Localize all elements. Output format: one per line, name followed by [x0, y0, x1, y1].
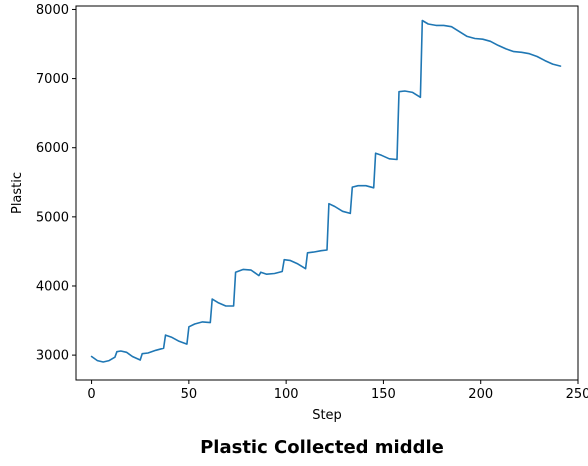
x-tick-label: 200: [468, 387, 493, 402]
series-line: [90, 19, 562, 363]
x-tick-label: 150: [371, 387, 396, 402]
y-tick-label: 8000: [36, 3, 69, 18]
x-axis-label: Step: [312, 408, 342, 423]
x-tick-label: 250: [566, 387, 588, 402]
x-tick-label: 50: [181, 387, 198, 402]
y-tick-label: 5000: [36, 210, 69, 225]
x-tick-label: 0: [87, 387, 95, 402]
x-axis: 0 50 100 150 200 250: [87, 380, 588, 402]
y-tick-label: 4000: [36, 279, 69, 294]
y-axis: 3000 4000 5000 6000 7000 8000: [36, 3, 76, 364]
axes-frame: [75, 5, 579, 381]
plot-area: [90, 19, 562, 363]
chart-title: Plastic Collected middle: [200, 437, 444, 458]
y-tick-label: 6000: [36, 141, 69, 156]
y-tick-label: 3000: [36, 349, 69, 364]
y-axis-label: Plastic: [10, 172, 25, 214]
y-tick-label: 7000: [36, 72, 69, 87]
x-tick-label: 100: [274, 387, 299, 402]
